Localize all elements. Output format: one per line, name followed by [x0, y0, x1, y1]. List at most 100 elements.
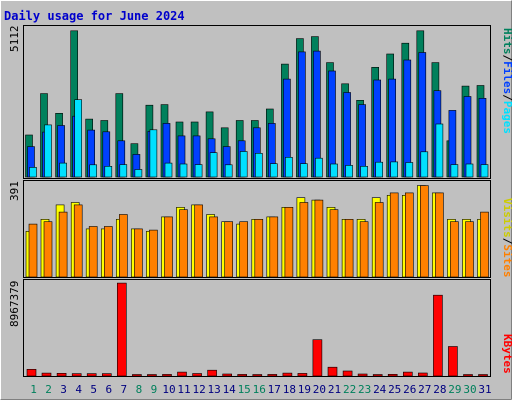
kbytes-bar-11	[177, 371, 187, 377]
kbytes-bar-22	[342, 370, 353, 377]
kbytes-bar-24	[372, 374, 383, 377]
bar-marks	[25, 30, 489, 377]
sites-bar-7	[119, 214, 128, 278]
legend-hits: Hits	[501, 28, 512, 55]
sites-bar-29	[450, 221, 459, 278]
x-tick-label-27: 27	[418, 383, 431, 396]
files-bar-22	[343, 92, 351, 178]
x-tick-label-4: 4	[75, 383, 82, 396]
sites-bar-11	[179, 209, 188, 278]
sites-bar-10	[164, 216, 173, 278]
pages-bar-21	[330, 163, 338, 178]
kbytes-bar-4	[71, 373, 82, 377]
kbytes-bar-17	[267, 374, 278, 377]
sites-bar-1	[28, 223, 38, 278]
sites-bar-19	[299, 202, 309, 278]
sites-bar-27	[419, 185, 429, 278]
sites-bar-3	[58, 211, 68, 278]
kbytes-bar-27	[417, 372, 428, 377]
sites-bar-25	[389, 192, 399, 278]
legend-kbytes: KBytes	[501, 334, 512, 374]
pages-bar-20	[315, 157, 323, 178]
files-bar-26	[403, 59, 412, 178]
pages-bar-18	[285, 157, 293, 178]
x-tick-label-24: 24	[373, 383, 387, 396]
legend-sep-2: /	[501, 94, 512, 101]
pages-bar-13	[209, 152, 218, 178]
kbytes-bar-14	[222, 373, 232, 377]
kbytes-bar-21	[327, 366, 338, 377]
x-tick-label-17: 17	[268, 383, 281, 396]
sites-bar-9	[149, 229, 158, 278]
x-tick-label-1: 1	[30, 383, 37, 396]
files-bar-21	[328, 70, 336, 178]
kbytes-bar-6	[102, 373, 112, 377]
kbytes-bar-25	[387, 373, 398, 377]
sites-bar-4	[73, 204, 83, 278]
sites-bar-2	[43, 221, 53, 278]
x-tick-label-6: 6	[105, 383, 112, 396]
panel-kbytes	[23, 279, 491, 377]
sites-bar-6	[104, 226, 113, 278]
pages-bar-17	[269, 163, 278, 178]
pages-bar-3	[59, 162, 67, 178]
legend-sep-3: /	[501, 238, 512, 245]
pages-bar-8	[134, 169, 143, 178]
sites-bar-14	[224, 221, 233, 278]
sites-bar-18	[284, 207, 294, 278]
pages-bar-29	[450, 164, 459, 178]
sites-bar-13	[209, 216, 218, 278]
kbytes-bar-8	[132, 374, 142, 377]
x-tick-label-23: 23	[358, 383, 371, 396]
legend-hits-files-pages: Hits/Files/Pages	[501, 28, 512, 134]
sites-bar-21	[329, 209, 339, 278]
kbytes-bar-2	[41, 372, 52, 377]
sites-bar-22	[344, 219, 354, 278]
kbytes-bar-23	[357, 373, 368, 377]
pages-bar-15	[239, 151, 248, 178]
sites-bar-17	[269, 216, 279, 278]
x-tick-label-8: 8	[136, 383, 143, 396]
kbytes-bar-1	[26, 368, 37, 377]
sites-bar-12	[194, 204, 203, 278]
x-tick-label-25: 25	[388, 383, 401, 396]
x-tick-label-16: 16	[253, 383, 266, 396]
pages-bar-6	[104, 166, 113, 178]
ymax-label-visits: 391	[8, 181, 21, 201]
sites-bar-31	[480, 211, 489, 278]
files-bar-19	[298, 51, 306, 178]
kbytes-bar-26	[402, 371, 413, 377]
x-tick-label-28: 28	[433, 383, 446, 396]
pages-bar-9	[149, 129, 158, 178]
pages-bar-4	[74, 99, 82, 178]
kbytes-bar-19	[297, 373, 308, 377]
pages-bar-2	[44, 124, 52, 178]
x-tick-label-29: 29	[448, 383, 461, 396]
kbytes-bar-20	[312, 339, 323, 377]
pages-bar-12	[194, 164, 203, 178]
kbytes-bar-5	[86, 373, 97, 377]
x-tick-label-30: 30	[463, 383, 476, 396]
pages-bar-5	[89, 164, 97, 178]
x-tick-label-14: 14	[223, 383, 237, 396]
x-tick-label-7: 7	[120, 383, 127, 396]
pages-bar-1	[29, 167, 37, 178]
kbytes-bar-29	[448, 346, 458, 377]
legend-visits: Visits	[501, 198, 512, 238]
sites-bar-20	[314, 199, 324, 278]
pages-bar-26	[405, 162, 414, 178]
kbytes-bar-10	[162, 374, 172, 377]
kbytes-bar-12	[192, 373, 202, 377]
x-tick-label-21: 21	[328, 383, 341, 396]
x-tick-label-3: 3	[60, 383, 67, 396]
kbytes-bar-7	[117, 282, 127, 377]
pages-bar-14	[224, 164, 233, 178]
x-tick-label-13: 13	[207, 383, 220, 396]
pages-bar-7	[119, 164, 128, 178]
legend-files: Files	[501, 61, 512, 94]
ymax-label-kbytes: 8967379	[8, 281, 21, 327]
x-tick-label-15: 15	[238, 383, 251, 396]
kbytes-bar-16	[252, 374, 263, 377]
legend-pages: Pages	[501, 101, 512, 134]
